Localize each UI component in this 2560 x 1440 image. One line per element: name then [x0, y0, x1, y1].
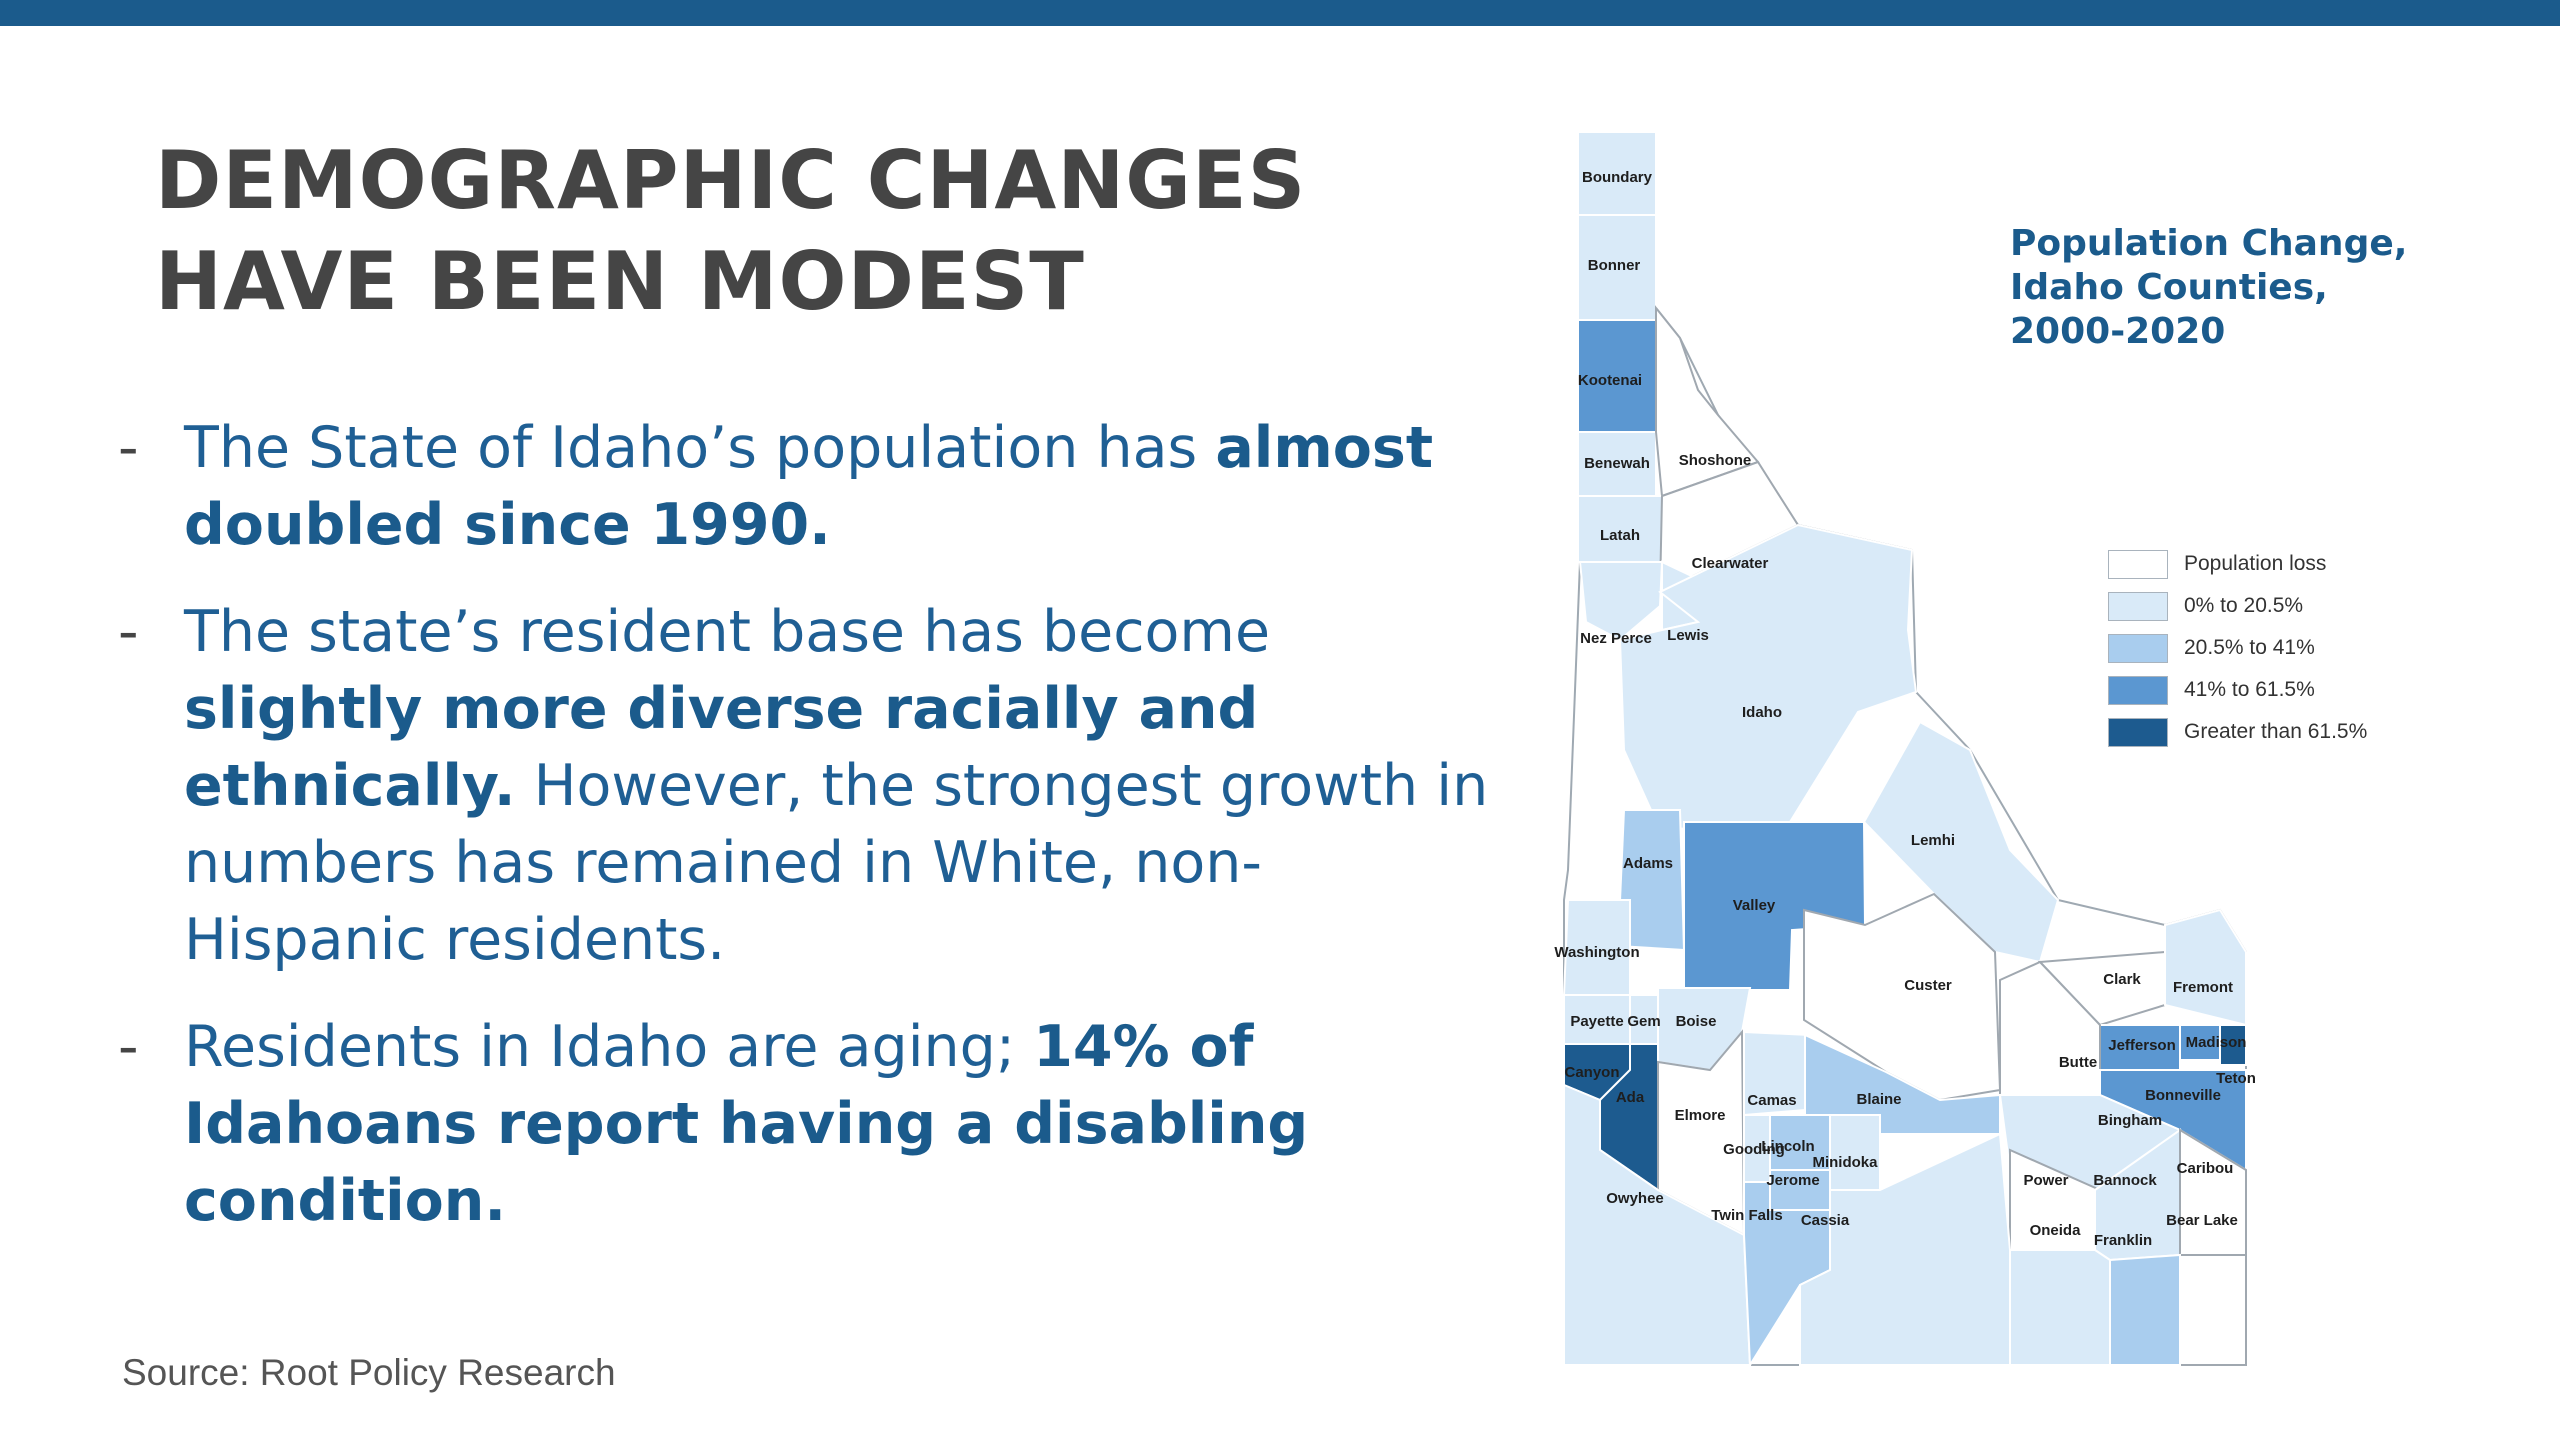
- county-label-power: Power: [2023, 1172, 2068, 1189]
- bullet-dash: -: [118, 599, 139, 665]
- bullet-text: However, the strongest growth in numbers…: [184, 753, 1489, 973]
- bullet-item: - Residents in Idaho are aging; 14% of Id…: [118, 1009, 1498, 1240]
- county-label-bonneville: Bonneville: [2145, 1087, 2221, 1104]
- legend-swatch: [2108, 634, 2168, 663]
- legend-swatch: [2108, 592, 2168, 621]
- county-label-valley: Valley: [1733, 897, 1776, 914]
- legend-item: 0% to 20.5%: [2108, 588, 2508, 630]
- map-title-line: 2000-2020: [2010, 311, 2226, 352]
- county-label-shoshone: Shoshone: [1679, 452, 1752, 469]
- county-oneida: [2009, 1249, 2111, 1366]
- county-franklin: [2109, 1253, 2181, 1366]
- bullet-dash: -: [118, 1014, 139, 1080]
- county-map-svg: Boundary Bonner Kootenai Benewah Shoshone Lat…: [1554, 131, 2256, 1369]
- county-label-twin-falls: Twin Falls: [1711, 1207, 1782, 1224]
- idaho-map: Boundary Bonner Kootenai Benewah Shoshone Lat…: [1540, 110, 2560, 1400]
- bullet-emphasis: almost doubled since 1990.: [184, 415, 1434, 558]
- map-title-line: Idaho Counties,: [2010, 267, 2328, 308]
- slide-title-line-1: DEMOGRAPHIC CHANGES: [155, 134, 1307, 227]
- county-teton: [2219, 1024, 2247, 1066]
- bullet-text: The state’s resident base has become: [184, 599, 1271, 665]
- county-label-washington: Washington: [1554, 944, 1639, 961]
- county-label-custer: Custer: [1904, 977, 1952, 994]
- county-label-cassia: Cassia: [1801, 1212, 1850, 1229]
- bullet-text: Residents in Idaho are aging;: [184, 1014, 1034, 1080]
- county-label-elmore: Elmore: [1675, 1107, 1726, 1124]
- legend-item: Population loss: [2108, 546, 2508, 588]
- county-label-latah: Latah: [1600, 527, 1640, 544]
- legend-label: Population loss: [2184, 552, 2327, 575]
- county-fremont: [2164, 908, 2247, 1027]
- county-label-caribou: Caribou: [2177, 1160, 2234, 1177]
- county-label-canyon: Canyon: [1564, 1064, 1619, 1081]
- county-label-benewah: Benewah: [1584, 455, 1650, 472]
- county-owyhee: [1563, 1083, 1752, 1366]
- bullet-item: - The State of Idaho’s population has alm…: [118, 410, 1498, 564]
- county-label-clark: Clark: [2103, 971, 2141, 988]
- bullet-emphasis: slightly more diverse racially and ethni…: [184, 676, 1259, 819]
- county-label-jefferson: Jefferson: [2108, 1037, 2176, 1054]
- bullet-list: - The State of Idaho’s population has alm…: [118, 410, 1498, 1270]
- map-title: Population Change, Idaho Counties, 2000-…: [2010, 222, 2470, 354]
- source-note: Source: Root Policy Research: [122, 1352, 616, 1393]
- county-label-teton: Teton: [2216, 1070, 2256, 1087]
- county-label-gooding: Gooding: [1723, 1141, 1785, 1158]
- legend-item: 20.5% to 41%: [2108, 630, 2508, 672]
- county-label-boundary: Boundary: [1582, 169, 1653, 186]
- county-label-idaho: Idaho: [1742, 704, 1782, 721]
- legend-label: 20.5% to 41%: [2184, 636, 2315, 659]
- legend-label: 41% to 61.5%: [2184, 678, 2315, 701]
- county-label-jerome: Jerome: [1766, 1172, 1819, 1189]
- county-nez-perce: [1578, 561, 1664, 642]
- county-minidoka: [1829, 1114, 1881, 1191]
- slide-title-line-2: HAVE BEEN MODEST: [155, 235, 1085, 328]
- bullet-dash: -: [118, 415, 139, 481]
- county-shoshone: [1655, 305, 1760, 498]
- county-label-franklin: Franklin: [2094, 1232, 2152, 1249]
- county-label-clearwater: Clearwater: [1692, 555, 1769, 572]
- map-title-line: Population Change,: [2010, 223, 2408, 264]
- county-label-blaine: Blaine: [1856, 1091, 1901, 1108]
- county-label-bear-lake: Bear Lake: [2166, 1212, 2238, 1229]
- bullet-text: The State of Idaho’s population has: [184, 415, 1216, 481]
- legend-swatch: [2108, 676, 2168, 705]
- county-label-owyhee: Owyhee: [1606, 1190, 1664, 1207]
- county-label-fremont: Fremont: [2173, 979, 2233, 996]
- county-bear-lake: [2179, 1254, 2247, 1366]
- top-accent-bar: [0, 0, 2560, 26]
- county-label-bonner: Bonner: [1588, 257, 1641, 274]
- legend-swatch: [2108, 550, 2168, 579]
- legend-item: 41% to 61.5%: [2108, 672, 2508, 714]
- legend-label: Greater than 61.5%: [2184, 720, 2368, 743]
- county-label-camas: Camas: [1747, 1092, 1796, 1109]
- county-butte: [1999, 960, 2101, 1096]
- map-legend: Population loss 0% to 20.5% 20.5% to 41%…: [2108, 546, 2508, 756]
- county-label-lewis: Lewis: [1667, 627, 1709, 644]
- slide-title: DEMOGRAPHIC CHANGES HAVE BEEN MODEST: [155, 130, 1455, 332]
- county-label-bannock: Bannock: [2093, 1172, 2157, 1189]
- county-label-butte: Butte: [2059, 1054, 2097, 1071]
- legend-label: 0% to 20.5%: [2184, 594, 2304, 617]
- county-label-payette: Payette: [1570, 1013, 1623, 1030]
- county-label-oneida: Oneida: [2030, 1222, 2082, 1239]
- county-label-bingham: Bingham: [2098, 1112, 2162, 1129]
- county-label-kootenai: Kootenai: [1578, 372, 1642, 389]
- bullet-item: - The state’s resident base has become sl…: [118, 594, 1498, 979]
- county-label-lemhi: Lemhi: [1911, 832, 1955, 849]
- legend-swatch: [2108, 718, 2168, 747]
- bullet-emphasis: 14% of Idahoans report having a disablin…: [184, 1014, 1309, 1234]
- county-label-nez-perce: Nez Perce: [1580, 630, 1652, 647]
- county-label-ada: Ada: [1616, 1089, 1645, 1106]
- county-label-lincoln: Lincoln: [1761, 1138, 1814, 1155]
- county-label-adams: Adams: [1623, 855, 1673, 872]
- legend-item: Greater than 61.5%: [2108, 714, 2508, 756]
- county-label-boise: Boise: [1676, 1013, 1717, 1030]
- county-label-minidoka: Minidoka: [1812, 1154, 1878, 1171]
- county-label-gem: Gem: [1627, 1013, 1660, 1030]
- county-label-madison: Madison: [2186, 1034, 2247, 1051]
